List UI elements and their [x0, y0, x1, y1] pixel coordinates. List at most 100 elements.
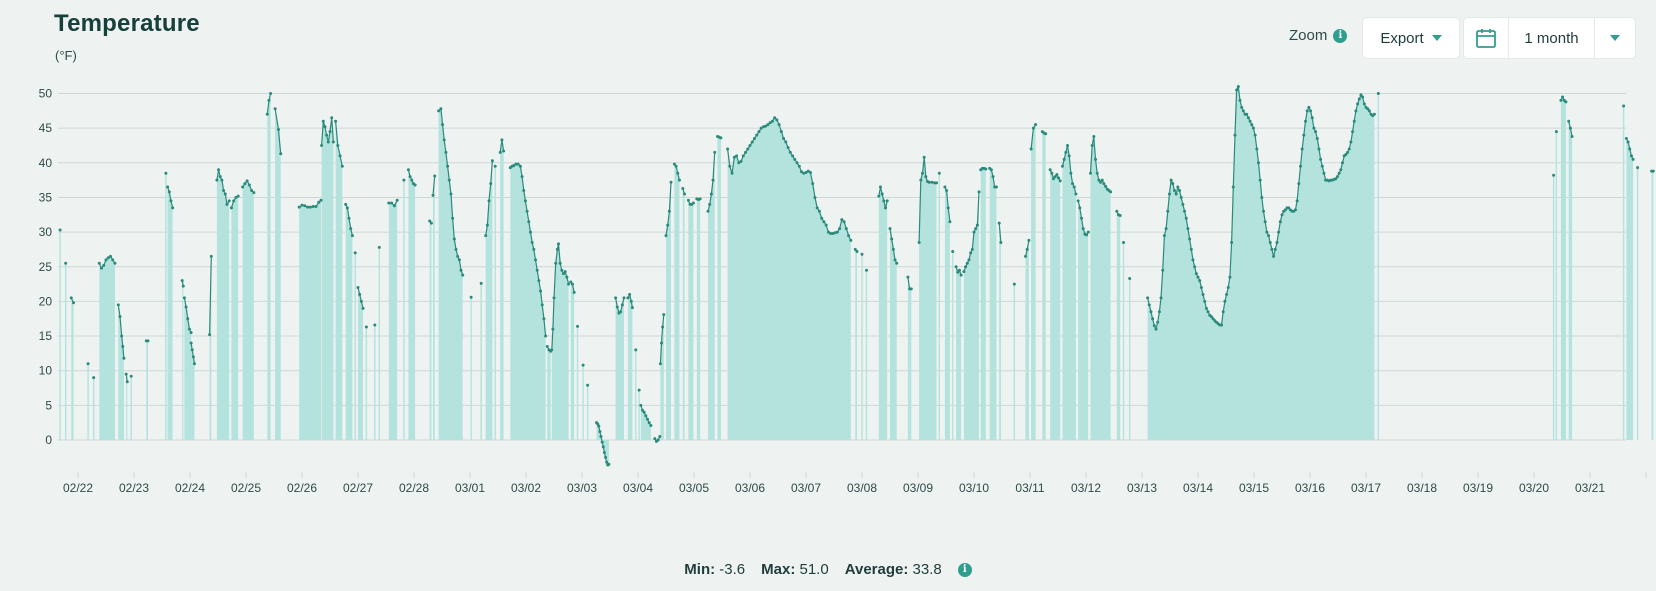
data-point: [1280, 213, 1284, 217]
data-point: [686, 198, 690, 202]
data-point: [364, 325, 368, 329]
data-point: [208, 333, 212, 337]
data-point: [1209, 315, 1213, 319]
info-icon[interactable]: i: [957, 562, 972, 577]
data-point: [917, 240, 921, 244]
area-fill: [666, 182, 671, 440]
export-button[interactable]: Export: [1363, 18, 1459, 58]
data-point: [605, 460, 609, 464]
range-selector[interactable]: 1 month: [1464, 18, 1635, 58]
data-point: [748, 143, 752, 147]
data-point: [306, 205, 310, 209]
area-fill: [485, 160, 493, 440]
area-fill: [956, 266, 962, 440]
data-point: [1069, 171, 1073, 175]
data-point: [1080, 216, 1084, 220]
data-point: [815, 206, 819, 210]
data-point: [104, 258, 108, 262]
data-point: [728, 164, 732, 168]
area-fill: [1651, 171, 1654, 440]
data-point: [1631, 157, 1635, 161]
data-point: [441, 123, 445, 127]
data-point: [964, 265, 968, 269]
data-point: [842, 220, 846, 224]
data-point: [984, 167, 988, 171]
data-point: [1162, 234, 1166, 238]
calendar-icon[interactable]: [1464, 18, 1509, 58]
data-point: [164, 171, 168, 175]
data-point: [537, 279, 541, 283]
data-point: [969, 251, 973, 255]
data-point: [523, 199, 527, 203]
zoom-control[interactable]: Zoom i: [1289, 27, 1348, 44]
data-point: [647, 421, 651, 425]
range-dropdown-toggle[interactable]: [1594, 18, 1635, 58]
data-point: [888, 227, 892, 231]
series-line: [963, 191, 980, 272]
data-point: [321, 119, 325, 123]
area-fill: [408, 169, 416, 440]
data-point: [1167, 192, 1171, 196]
data-point: [642, 410, 646, 414]
data-point: [1263, 220, 1267, 224]
data-point: [878, 185, 882, 189]
data-point: [922, 155, 926, 159]
x-tick-label: 03/04: [623, 481, 653, 495]
data-point: [1118, 213, 1122, 217]
data-point: [777, 123, 781, 127]
data-point: [300, 203, 304, 207]
data-point: [429, 221, 433, 225]
data-point: [1567, 119, 1571, 123]
data-point: [1376, 92, 1380, 95]
data-point: [1317, 147, 1321, 151]
data-point: [319, 198, 323, 202]
data-point: [269, 92, 273, 95]
chevron-down-icon: [1431, 35, 1442, 41]
data-point: [1066, 143, 1070, 147]
x-tick-label: 02/27: [343, 481, 373, 495]
data-point: [1048, 168, 1052, 172]
data-point: [534, 258, 538, 262]
data-point: [576, 324, 580, 328]
data-point: [334, 119, 338, 123]
data-point: [106, 256, 110, 260]
data-point: [190, 348, 194, 352]
area-fill: [126, 374, 128, 440]
data-point: [744, 150, 748, 154]
data-point: [525, 209, 529, 213]
data-point: [1057, 176, 1061, 180]
data-points: [58, 85, 1655, 467]
y-tick-label: 15: [39, 329, 53, 343]
info-icon[interactable]: i: [1333, 28, 1348, 43]
data-point: [567, 282, 571, 286]
data-point: [788, 150, 792, 154]
data-point: [1626, 140, 1630, 144]
data-point: [795, 161, 799, 165]
x-tick-label: 03/16: [1295, 481, 1325, 495]
data-point: [1240, 105, 1244, 109]
area-fill: [299, 200, 321, 440]
data-point: [1344, 152, 1348, 156]
data-point: [817, 209, 821, 213]
data-point: [1275, 240, 1279, 244]
data-point: [431, 193, 435, 197]
data-point: [713, 150, 717, 154]
data-point: [1568, 126, 1572, 130]
area-fill: [345, 204, 353, 440]
data-point: [1151, 317, 1155, 321]
area-fill: [1147, 86, 1375, 440]
data-point: [267, 98, 271, 102]
data-point: [784, 140, 788, 144]
data-point: [646, 417, 650, 421]
data-point: [516, 162, 520, 166]
data-point: [782, 137, 786, 141]
x-tick-label: 03/11: [1015, 481, 1044, 495]
data-point: [1250, 123, 1254, 127]
data-point: [826, 230, 830, 234]
data-point: [619, 310, 623, 314]
series-line: [167, 186, 174, 208]
data-point: [597, 424, 601, 428]
data-point: [1221, 310, 1225, 314]
y-tick-label: 0: [45, 433, 52, 447]
